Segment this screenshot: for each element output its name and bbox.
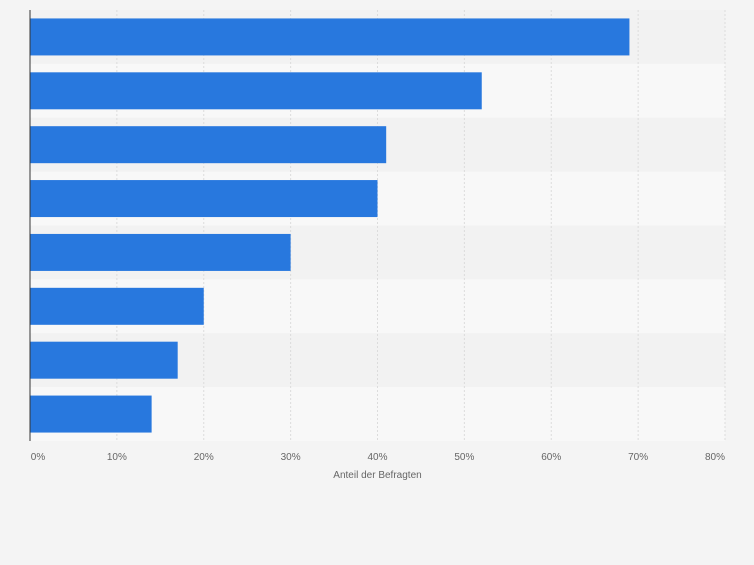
bar[interactable] bbox=[30, 72, 482, 110]
bar[interactable] bbox=[30, 395, 152, 433]
bar[interactable] bbox=[30, 287, 204, 325]
bar[interactable] bbox=[30, 126, 387, 164]
bar[interactable] bbox=[30, 180, 378, 218]
bars bbox=[30, 18, 630, 433]
bar[interactable] bbox=[30, 18, 630, 56]
x-tick-label: 50% bbox=[454, 452, 474, 463]
x-tick-label: 30% bbox=[281, 452, 301, 463]
x-tick-label: 70% bbox=[628, 452, 648, 463]
bar[interactable] bbox=[30, 233, 291, 271]
x-tick-label: 20% bbox=[194, 452, 214, 463]
x-tick-label: 0% bbox=[31, 452, 46, 463]
bar[interactable] bbox=[30, 341, 178, 379]
x-tick-label: 10% bbox=[107, 452, 127, 463]
x-tick-label: 80% bbox=[705, 452, 725, 463]
x-tick-labels: 0% 10% 20% 30% 40% 50% 60% 70% 80% bbox=[31, 452, 725, 463]
x-axis-label: Anteil der Befragten bbox=[333, 470, 421, 481]
x-tick-label: 60% bbox=[541, 452, 561, 463]
x-tick-label: 40% bbox=[367, 452, 387, 463]
